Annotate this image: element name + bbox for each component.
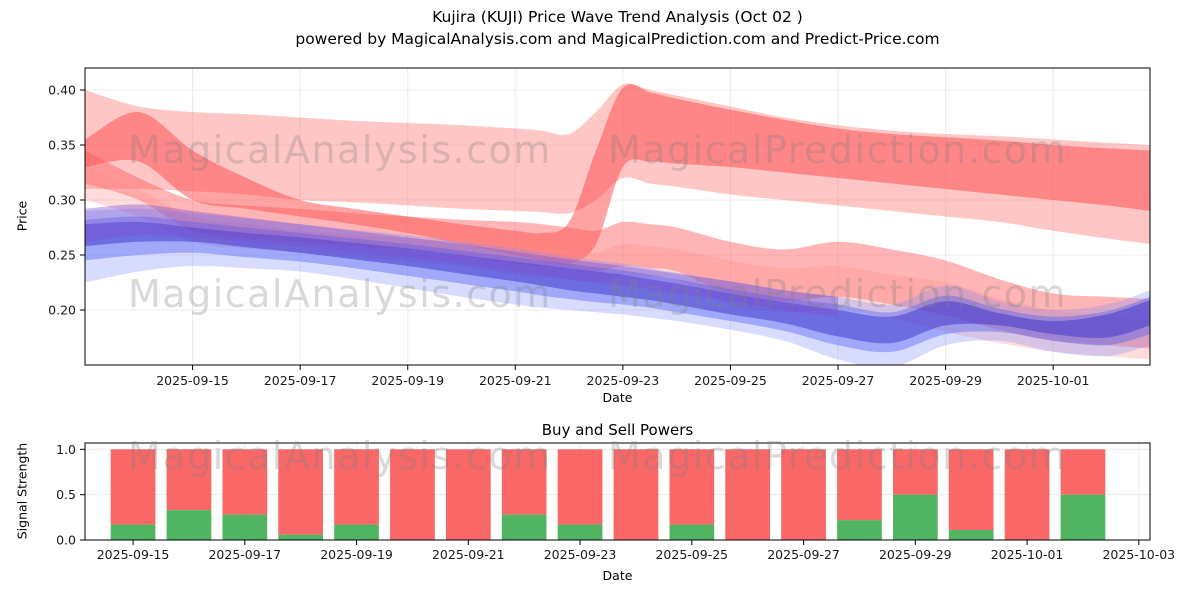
top-axes-border <box>84 67 1151 366</box>
buy-bar <box>110 524 156 540</box>
price-wave-bands <box>85 83 1150 365</box>
tick-label: 2025-09-23 <box>587 373 660 388</box>
tick-label: 2025-09-29 <box>909 373 982 388</box>
tick-label: 2025-09-23 <box>544 547 617 562</box>
figure-title-line2: powered by MagicalAnalysis.com and Magic… <box>295 30 940 48</box>
bottom-chart-xlabel: Date <box>602 568 633 583</box>
buy-bar <box>893 494 938 540</box>
sell-bar <box>446 449 491 540</box>
sell-wave-fringe <box>85 167 1150 360</box>
buy-bar <box>278 534 323 540</box>
tick-label: 2025-09-29 <box>879 547 952 562</box>
sell-bar <box>1060 449 1106 495</box>
top-ticks: 0.20 0.25 0.30 0.35 0.40 2025-09-15 2025-09-17… <box>48 83 1089 389</box>
sell-bar <box>669 449 715 525</box>
tick-label: 2025-09-21 <box>479 373 552 388</box>
tick-label: 0.0 <box>56 533 76 548</box>
bottom-axes-border <box>84 442 1151 541</box>
tick-label: 0.5 <box>56 487 76 502</box>
figure-title-line1: Kujira (KUJI) Price Wave Trend Analysis … <box>432 8 803 26</box>
sell-bar <box>725 449 770 540</box>
tick-label: 0.25 <box>48 248 76 263</box>
tick-label: 2025-09-21 <box>432 547 505 562</box>
sell-bar <box>837 449 882 520</box>
sell-bar <box>222 449 268 515</box>
buy-bar <box>948 530 994 540</box>
buy-bar <box>669 524 715 540</box>
sell-bar <box>557 449 603 525</box>
bottom-chart-ylabel: Signal Strength <box>14 442 30 540</box>
top-chart-xlabel: Date <box>602 390 633 405</box>
tick-label: 2025-09-17 <box>208 547 281 562</box>
bottom-chart-title: Buy and Sell Powers <box>541 421 694 439</box>
buy-sell-bars <box>110 449 1106 540</box>
tick-label: 1.0 <box>56 442 76 457</box>
sell-bar <box>893 449 938 495</box>
buy-bar <box>334 524 379 540</box>
sell-bar <box>1004 449 1050 540</box>
sell-bar <box>948 449 994 530</box>
buy-bar <box>557 524 603 540</box>
tick-label: 2025-09-25 <box>655 547 728 562</box>
tick-label: 2025-09-25 <box>694 373 767 388</box>
tick-label: 2025-09-19 <box>371 373 444 388</box>
tick-label: 0.40 <box>48 83 76 98</box>
buy-bar <box>837 520 882 540</box>
sell-bar <box>166 449 212 510</box>
buy-wave-core <box>85 221 1150 344</box>
tick-label: 2025-09-17 <box>264 373 337 388</box>
sell-bar <box>110 449 156 525</box>
sell-bar <box>334 449 379 525</box>
buy-bar <box>222 514 268 540</box>
buy-wave-violet <box>85 204 838 317</box>
sell-wave-spike <box>85 84 1150 265</box>
sell-bar <box>781 449 826 540</box>
tick-label: 2025-10-01 <box>991 547 1064 562</box>
tick-label: 0.35 <box>48 138 76 153</box>
buy-bar <box>166 510 212 540</box>
tick-label: 2025-09-27 <box>767 547 840 562</box>
tick-label: 0.30 <box>48 193 76 208</box>
tick-label: 2025-09-27 <box>802 373 875 388</box>
buy-bar <box>501 514 547 540</box>
sell-bar <box>390 449 435 540</box>
bottom-ticks: 0.0 0.5 1.0 2025-09-15 2025-09-17 2025-09-19 2… <box>56 442 1175 562</box>
buy-bar <box>1060 494 1106 540</box>
tick-label: 2025-10-01 <box>1017 373 1090 388</box>
sell-bar <box>278 449 323 535</box>
sell-bar <box>501 449 547 515</box>
tick-label: 2025-09-15 <box>97 547 170 562</box>
tick-label: 0.20 <box>48 303 76 318</box>
tick-label: 2025-10-03 <box>1102 547 1175 562</box>
top-chart-ylabel: Price <box>14 200 30 232</box>
sell-wave-lower <box>85 150 1150 349</box>
sell-bar <box>613 449 659 540</box>
tick-label: 2025-09-19 <box>320 547 393 562</box>
tick-label: 2025-09-15 <box>156 373 229 388</box>
